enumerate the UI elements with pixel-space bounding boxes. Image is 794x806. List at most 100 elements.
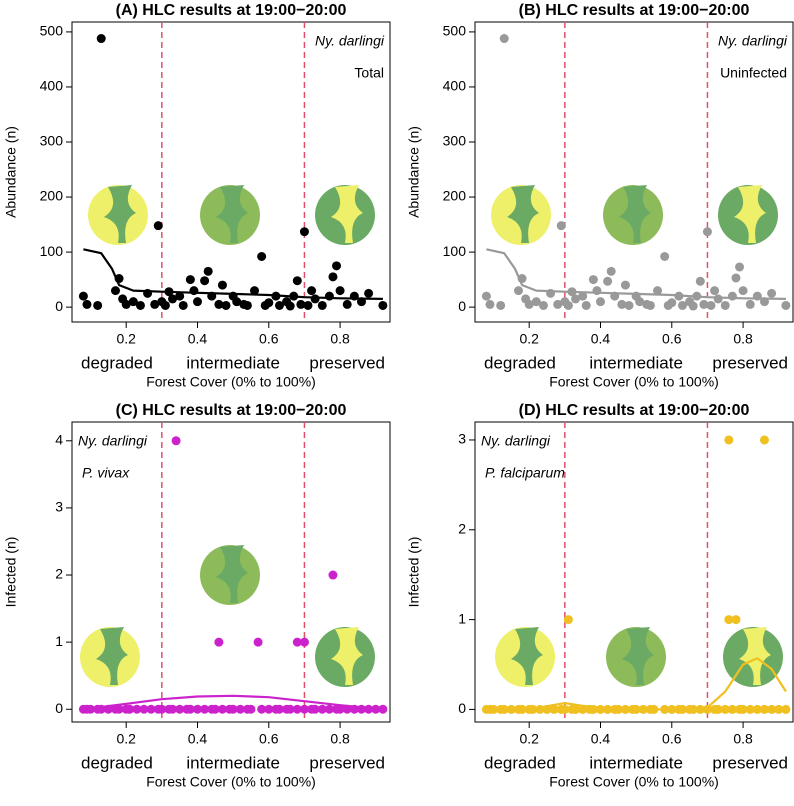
data-point bbox=[499, 34, 509, 44]
data-point bbox=[217, 280, 227, 290]
data-point bbox=[214, 637, 224, 647]
x-tick-label: 0.8 bbox=[330, 331, 350, 347]
data-point bbox=[378, 300, 388, 310]
data-point bbox=[774, 704, 784, 714]
plot-frame bbox=[474, 421, 794, 723]
data-point bbox=[214, 299, 224, 309]
data-point bbox=[317, 300, 327, 310]
x-tick-label: 0.2 bbox=[116, 331, 136, 347]
forest-patch bbox=[96, 627, 128, 685]
data-point bbox=[264, 298, 274, 308]
zone-label: degraded bbox=[484, 353, 556, 372]
data-point bbox=[653, 286, 663, 296]
data-point bbox=[531, 297, 541, 307]
x-axis-label: Forest Cover (0% to 100%) bbox=[549, 774, 719, 790]
data-point bbox=[752, 704, 762, 714]
data-point bbox=[285, 301, 295, 311]
data-point bbox=[221, 300, 231, 310]
data-point bbox=[228, 704, 238, 714]
y-tick-label: 2 bbox=[55, 566, 63, 582]
panel-title: (A) HLC results at 19:00−20:00 bbox=[116, 2, 347, 19]
data-point bbox=[250, 286, 260, 296]
x-tick-label: 0.2 bbox=[116, 731, 136, 747]
data-point bbox=[710, 286, 720, 296]
data-point bbox=[296, 299, 306, 309]
data-point bbox=[620, 280, 630, 290]
annotation: P. vivax bbox=[82, 465, 130, 481]
y-tick-label: 4 bbox=[55, 431, 63, 447]
data-point bbox=[556, 221, 566, 231]
y-tick-label: 400 bbox=[40, 78, 64, 94]
annotation: Ny. darlingi bbox=[78, 433, 148, 449]
zone-label: intermediate bbox=[589, 353, 683, 372]
data-point bbox=[175, 291, 185, 301]
data-point bbox=[171, 436, 181, 446]
data-point bbox=[524, 299, 534, 309]
data-point bbox=[328, 272, 338, 282]
data-point bbox=[96, 34, 106, 44]
data-point bbox=[160, 300, 170, 310]
annotation: P. falciparum bbox=[485, 465, 565, 481]
data-point bbox=[731, 615, 741, 625]
data-point bbox=[110, 286, 120, 296]
y-tick-label: 3 bbox=[55, 499, 63, 515]
forest-patch bbox=[331, 627, 363, 685]
x-axis-label: Forest Cover (0% to 100%) bbox=[549, 374, 719, 390]
data-point bbox=[146, 704, 156, 714]
data-point bbox=[560, 704, 570, 714]
x-tick-label: 0.8 bbox=[733, 331, 753, 347]
smooth-curve bbox=[83, 248, 383, 300]
data-point bbox=[257, 704, 267, 714]
data-point bbox=[274, 300, 284, 310]
zone-label: degraded bbox=[484, 753, 556, 772]
data-point bbox=[767, 704, 777, 714]
data-point bbox=[342, 299, 352, 309]
data-point bbox=[292, 276, 302, 286]
data-point bbox=[759, 435, 769, 445]
data-point bbox=[257, 251, 267, 261]
data-point bbox=[759, 704, 769, 714]
forest-patch bbox=[216, 185, 248, 243]
annotation: Ny. darlingi bbox=[481, 433, 551, 449]
x-tick-label: 0.6 bbox=[259, 731, 279, 747]
data-point bbox=[635, 297, 645, 307]
annotation: Uninfected bbox=[720, 65, 787, 81]
panel-title: (B) HLC results at 19:00−20:00 bbox=[519, 2, 750, 19]
data-point bbox=[781, 704, 791, 714]
data-point bbox=[292, 704, 302, 714]
data-point bbox=[235, 704, 245, 714]
data-point bbox=[713, 294, 723, 304]
data-point bbox=[563, 300, 573, 310]
data-point bbox=[335, 286, 345, 296]
x-tick-label: 0.4 bbox=[188, 331, 208, 347]
x-tick-label: 0.8 bbox=[330, 731, 350, 747]
data-point bbox=[299, 227, 309, 237]
y-tick-label: 300 bbox=[40, 133, 64, 149]
data-point bbox=[232, 297, 242, 307]
data-point bbox=[157, 704, 167, 714]
zone-label: preserved bbox=[712, 753, 788, 772]
data-point bbox=[727, 291, 737, 301]
data-point bbox=[303, 300, 313, 310]
x-tick-label: 0.6 bbox=[662, 331, 682, 347]
data-point bbox=[699, 299, 709, 309]
data-point bbox=[735, 262, 745, 272]
y-tick-label: 0 bbox=[458, 700, 466, 716]
data-point bbox=[606, 266, 616, 276]
data-point bbox=[571, 294, 581, 304]
panel: (D) HLC results at 19:00−20:00 0.2 0.4 0.6 0… bbox=[406, 402, 794, 790]
data-point bbox=[706, 300, 716, 310]
data-point bbox=[617, 299, 627, 309]
data-point bbox=[513, 286, 523, 296]
data-point bbox=[667, 298, 677, 308]
data-point bbox=[588, 275, 598, 285]
data-point bbox=[738, 286, 748, 296]
x-tick-label: 0.2 bbox=[519, 331, 539, 347]
x-tick-label: 0.2 bbox=[519, 731, 539, 747]
y-tick-label: 200 bbox=[443, 188, 467, 204]
data-point bbox=[135, 300, 145, 310]
y-tick-label: 0 bbox=[458, 298, 466, 314]
data-point bbox=[720, 300, 730, 310]
zone-label: degraded bbox=[81, 353, 153, 372]
